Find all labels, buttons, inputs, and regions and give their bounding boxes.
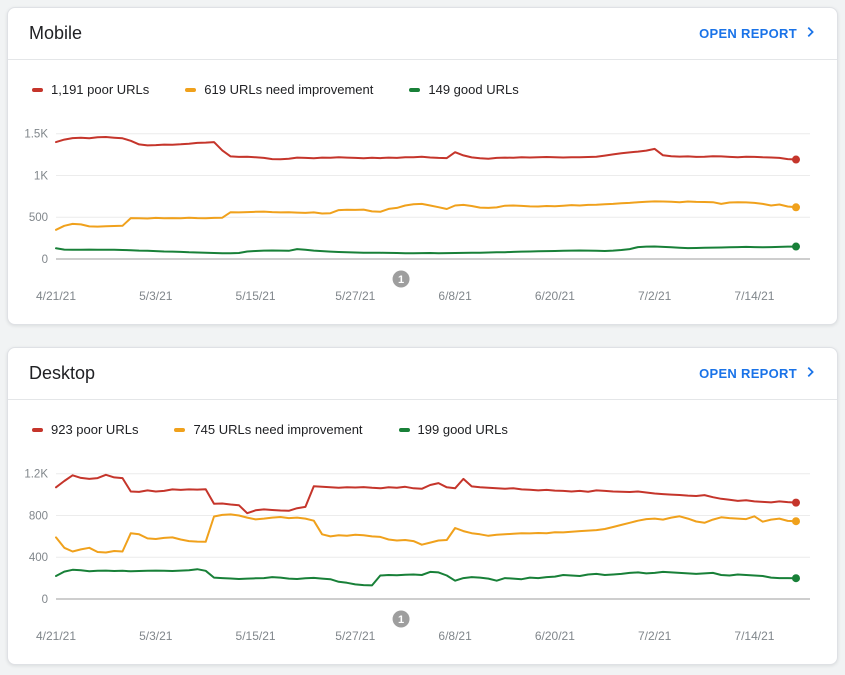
legend-item-label: 619 URLs need improvement xyxy=(204,82,374,97)
mobile-card-header: Mobile OPEN REPORT xyxy=(8,8,837,60)
x-tick-label: 6/20/21 xyxy=(535,289,575,303)
y-tick-label: 0 xyxy=(42,254,48,266)
legend-item-label: 1,191 poor URLs xyxy=(51,82,150,97)
annotation-marker[interactable] xyxy=(392,270,410,288)
y-tick-label: 800 xyxy=(29,510,48,522)
legend-item-label: 745 URLs need improvement xyxy=(193,422,363,437)
series-line-good-urls xyxy=(55,568,797,587)
x-tick-label: 7/14/21 xyxy=(734,289,774,303)
y-tick-label: 400 xyxy=(29,552,48,564)
annotation-marker-label: 1 xyxy=(398,614,404,626)
series-end-dot xyxy=(792,498,800,507)
x-tick-label: 7/2/21 xyxy=(638,629,672,643)
legend-item-needs-improvement: 745 URLs need improvement xyxy=(174,422,363,437)
y-tick-label: 0 xyxy=(42,594,48,606)
x-tick-label: 6/8/21 xyxy=(438,289,472,303)
series-end-dot xyxy=(792,574,800,583)
y-tick-label: 1.2K xyxy=(24,469,48,481)
chevron-right-icon xyxy=(803,365,817,382)
x-tick-label: 5/15/21 xyxy=(236,289,276,303)
annotation-marker[interactable] xyxy=(392,610,410,628)
x-tick-label: 5/15/21 xyxy=(236,629,276,643)
x-tick-label: 7/14/21 xyxy=(734,629,774,643)
y-tick-label: 1.5K xyxy=(24,129,48,141)
legend: 923 poor URLs 745 URLs need improvement … xyxy=(32,422,837,437)
legend-item-needs-improvement: 619 URLs need improvement xyxy=(185,82,373,97)
legend-item-label: 923 poor URLs xyxy=(51,422,139,437)
x-tick-label: 4/21/21 xyxy=(36,629,76,643)
legend-item-good: 149 good URLs xyxy=(409,82,519,97)
series-line-poor-urls xyxy=(55,473,797,515)
legend-item-poor: 1,191 poor URLs xyxy=(32,82,149,97)
series-line-good-urls xyxy=(55,245,797,255)
open-report-button[interactable]: OPEN REPORT xyxy=(699,25,817,42)
x-tick-label: 5/27/21 xyxy=(335,629,375,643)
desktop-card-header: Desktop OPEN REPORT xyxy=(8,348,837,400)
x-tick-label: 5/3/21 xyxy=(139,629,173,643)
y-tick-label: 1K xyxy=(34,170,48,182)
poor-dash-icon xyxy=(32,87,43,92)
x-tick-label: 4/21/21 xyxy=(36,289,76,303)
mobile-line-chart[interactable]: 0 500 1K 1.5K 4/21/21 5/3/21 5/15/21 5/27/21 6/8… xyxy=(8,109,837,309)
x-tick-label: 5/3/21 xyxy=(139,289,173,303)
desktop-card: Desktop OPEN REPORT 923 poor URLs 745 UR… xyxy=(7,347,838,665)
chevron-right-icon xyxy=(803,25,817,42)
legend: 1,191 poor URLs 619 URLs need improvemen… xyxy=(32,82,837,97)
legend-item-label: 199 good URLs xyxy=(417,422,508,437)
page-title: Desktop xyxy=(29,363,96,383)
good-dash-icon xyxy=(409,87,421,92)
series-line-urls-need-improvement xyxy=(55,200,797,231)
page-title: Mobile xyxy=(29,23,83,43)
x-tick-label: 7/2/21 xyxy=(638,289,672,303)
needs-improvement-dash-icon xyxy=(174,427,186,432)
legend-item-good: 199 good URLs xyxy=(398,422,508,437)
open-report-button[interactable]: OPEN REPORT xyxy=(699,365,817,382)
y-tick-label: 500 xyxy=(29,212,48,224)
series-end-dot xyxy=(792,242,800,251)
series-line-urls-need-improvement xyxy=(55,513,797,554)
needs-improvement-dash-icon xyxy=(185,87,197,92)
annotation-marker-label: 1 xyxy=(398,274,404,286)
series-line-poor-urls xyxy=(55,136,797,161)
poor-dash-icon xyxy=(32,427,43,432)
x-tick-label: 6/20/21 xyxy=(535,629,575,643)
x-tick-label: 6/8/21 xyxy=(438,629,472,643)
legend-item-poor: 923 poor URLs xyxy=(32,422,138,437)
mobile-card: Mobile OPEN REPORT 1,191 poor URLs 619 U… xyxy=(7,7,838,325)
series-end-dot xyxy=(792,203,800,212)
good-dash-icon xyxy=(398,427,410,432)
open-report-label: OPEN REPORT xyxy=(699,366,797,381)
legend-item-label: 149 good URLs xyxy=(428,82,519,97)
x-tick-label: 5/27/21 xyxy=(335,289,375,303)
series-end-dot xyxy=(792,517,800,526)
desktop-line-chart[interactable]: 0 400 800 1.2K 4/21/21 5/3/21 5/15/21 5/27/21 6/… xyxy=(8,449,837,649)
open-report-label: OPEN REPORT xyxy=(699,26,797,41)
series-end-dot xyxy=(792,155,800,164)
